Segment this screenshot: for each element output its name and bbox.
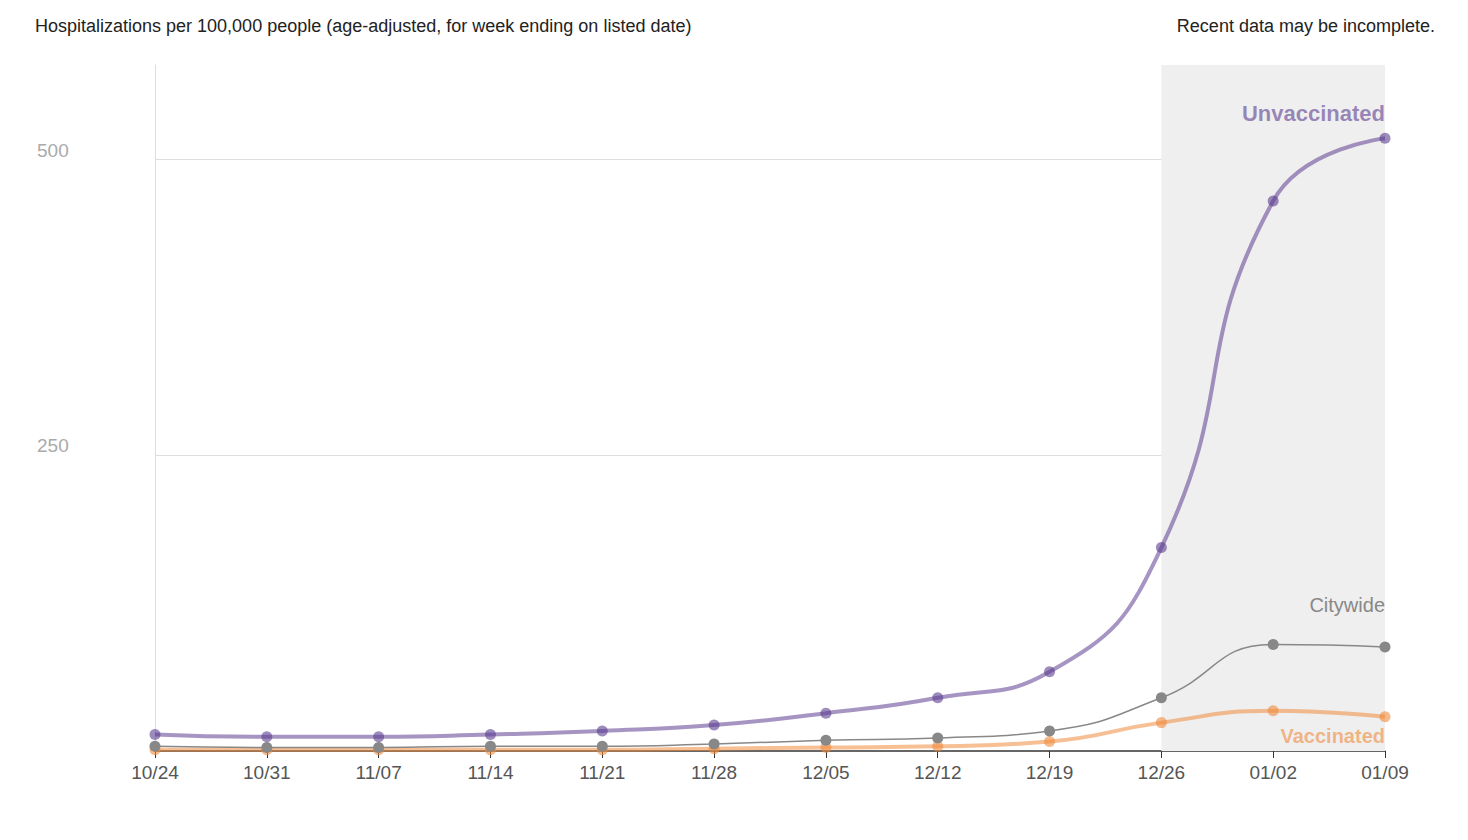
svg-text:01/02: 01/02: [1249, 762, 1297, 783]
svg-text:10/31: 10/31: [243, 762, 291, 783]
svg-text:11/07: 11/07: [356, 762, 402, 783]
svg-text:10/24: 10/24: [131, 762, 179, 783]
svg-text:11/28: 11/28: [691, 762, 737, 783]
svg-text:12/05: 12/05: [802, 762, 850, 783]
svg-text:Recent data may be incomplete.: Recent data may be incomplete.: [1177, 16, 1435, 36]
svg-text:01/09: 01/09: [1361, 762, 1409, 783]
svg-text:12/12: 12/12: [914, 762, 962, 783]
svg-text:250: 250: [37, 435, 69, 456]
svg-text:11/21: 11/21: [579, 762, 625, 783]
svg-text:Hospitalizations per 100,000 p: Hospitalizations per 100,000 people (age…: [35, 16, 691, 36]
svg-text:Vaccinated: Vaccinated: [1280, 725, 1385, 747]
svg-text:500: 500: [37, 140, 69, 161]
svg-text:12/26: 12/26: [1138, 762, 1186, 783]
svg-text:Unvaccinated: Unvaccinated: [1242, 101, 1385, 126]
svg-text:Citywide: Citywide: [1309, 594, 1385, 616]
svg-text:12/19: 12/19: [1026, 762, 1074, 783]
svg-text:11/14: 11/14: [467, 762, 514, 783]
